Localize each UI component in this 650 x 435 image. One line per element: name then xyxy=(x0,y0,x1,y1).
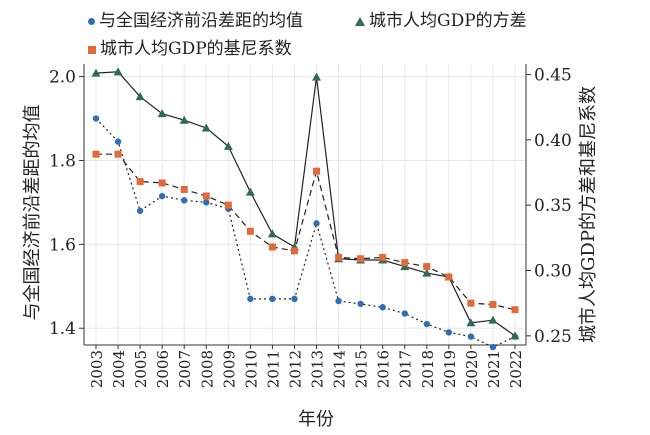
data-point-triangle xyxy=(223,141,233,150)
data-point-circle xyxy=(357,300,364,308)
data-point-triangle xyxy=(488,315,498,324)
data-point-circle xyxy=(489,343,497,351)
series-line-2 xyxy=(96,153,516,311)
x-tick-label: 2009 xyxy=(220,350,238,388)
data-point-circle xyxy=(92,115,100,122)
data-point-square xyxy=(335,253,343,261)
data-point-circle xyxy=(423,320,430,328)
data-point-square xyxy=(114,150,122,158)
x-tick-label: 2014 xyxy=(331,350,349,388)
x-tick-label: 2010 xyxy=(242,350,260,388)
x-tick-label: 2017 xyxy=(397,350,415,388)
data-point-square xyxy=(92,150,100,158)
data-point-square xyxy=(268,243,276,251)
y-right-axis-title: 城市人均GDP的方差和基尼系数 xyxy=(578,86,599,343)
x-tick-label: 2008 xyxy=(198,350,216,388)
y-right-tick-label: 0.45 xyxy=(534,65,572,85)
legend-triangle-marker xyxy=(355,17,365,26)
legend-label-variance: 城市人均GDP的方差 xyxy=(369,11,527,31)
data-point-square xyxy=(224,201,232,209)
x-tick-label: 2005 xyxy=(132,350,150,388)
y-right-tick-label: 0.30 xyxy=(534,262,572,282)
x-tick-label: 2019 xyxy=(441,350,459,388)
data-point-triangle xyxy=(267,229,277,238)
x-tick-label: 2007 xyxy=(176,350,194,388)
x-tick-label: 2004 xyxy=(110,350,128,388)
data-point-triangle xyxy=(312,72,322,81)
data-point-square xyxy=(489,300,497,308)
x-tick-label: 2011 xyxy=(264,350,282,388)
data-point-circle xyxy=(467,333,475,340)
data-point-circle xyxy=(313,220,320,227)
data-point-square xyxy=(180,185,188,193)
x-tick-label: 2015 xyxy=(353,350,371,388)
data-point-triangle xyxy=(135,92,145,101)
legend-circle-marker xyxy=(88,18,95,25)
data-point-triangle xyxy=(201,123,211,132)
y-left-tick-label: 2.0 xyxy=(49,68,76,88)
x-tick-label: 2006 xyxy=(154,350,172,388)
data-point-square xyxy=(313,167,321,175)
data-point-triangle xyxy=(91,68,101,77)
legend-square-marker xyxy=(88,45,96,54)
data-point-square xyxy=(401,259,409,267)
data-point-square xyxy=(290,247,298,255)
data-point-circle xyxy=(247,295,254,303)
legend-label-mean-gap: 与全国经济前沿差距的均值 xyxy=(99,11,303,31)
data-point-triangle xyxy=(510,331,520,340)
legend-label-gini: 城市人均GDP的基尼系数 xyxy=(100,39,292,59)
legend-item-variance: 城市人均GDP的方差 xyxy=(355,6,527,31)
legend-item-mean-gap: 与全国经济前沿差距的均值 xyxy=(88,6,303,31)
y-right-tick-label: 0.25 xyxy=(534,327,572,347)
data-point-square xyxy=(136,178,144,186)
data-point-circle xyxy=(291,295,298,303)
data-point-circle xyxy=(269,295,276,303)
data-point-circle xyxy=(114,138,122,145)
data-point-square xyxy=(246,227,254,235)
data-point-circle xyxy=(203,199,210,206)
data-point-square xyxy=(445,273,453,281)
data-point-square xyxy=(158,179,166,187)
data-point-circle xyxy=(335,297,342,305)
series-line-0 xyxy=(95,118,516,348)
data-point-square xyxy=(379,253,387,261)
data-point-circle xyxy=(181,197,188,204)
y-left-axis-title: 与全国经济前沿差距的均值 xyxy=(22,105,43,321)
data-point-square xyxy=(202,192,210,200)
x-tick-label: 2013 xyxy=(309,350,327,388)
y-left-tick-label: 1.8 xyxy=(49,151,76,171)
data-point-square xyxy=(511,306,519,314)
series-line-1 xyxy=(95,71,516,337)
y-left-tick-label: 1.6 xyxy=(49,235,76,255)
data-point-triangle xyxy=(113,67,123,76)
data-point-triangle xyxy=(245,187,255,196)
x-tick-label: 2003 xyxy=(88,350,106,388)
x-tick-label: 2021 xyxy=(485,350,503,388)
data-point-circle xyxy=(158,192,166,200)
y-left-tick-label: 1.4 xyxy=(49,319,76,339)
data-point-square xyxy=(467,299,475,307)
data-point-circle xyxy=(136,207,144,214)
x-tick-label: 2012 xyxy=(286,350,304,388)
data-point-triangle xyxy=(157,109,167,118)
legend-item-gini: 城市人均GDP的基尼系数 xyxy=(88,34,292,59)
data-point-square xyxy=(423,263,431,271)
data-point-circle xyxy=(401,310,408,317)
data-point-triangle xyxy=(466,318,476,327)
x-axis-title: 年份 xyxy=(298,409,334,430)
x-tick-label: 2016 xyxy=(375,350,393,388)
data-point-triangle xyxy=(422,268,432,277)
data-point-circle xyxy=(379,304,386,311)
data-point-square xyxy=(357,255,365,263)
y-right-tick-label: 0.40 xyxy=(534,131,572,151)
data-point-circle xyxy=(445,329,453,336)
data-point-triangle xyxy=(179,115,189,124)
y-right-tick-label: 0.35 xyxy=(534,196,572,216)
x-tick-label: 2018 xyxy=(419,350,437,388)
x-tick-label: 2022 xyxy=(507,350,525,388)
x-tick-label: 2020 xyxy=(463,350,481,388)
